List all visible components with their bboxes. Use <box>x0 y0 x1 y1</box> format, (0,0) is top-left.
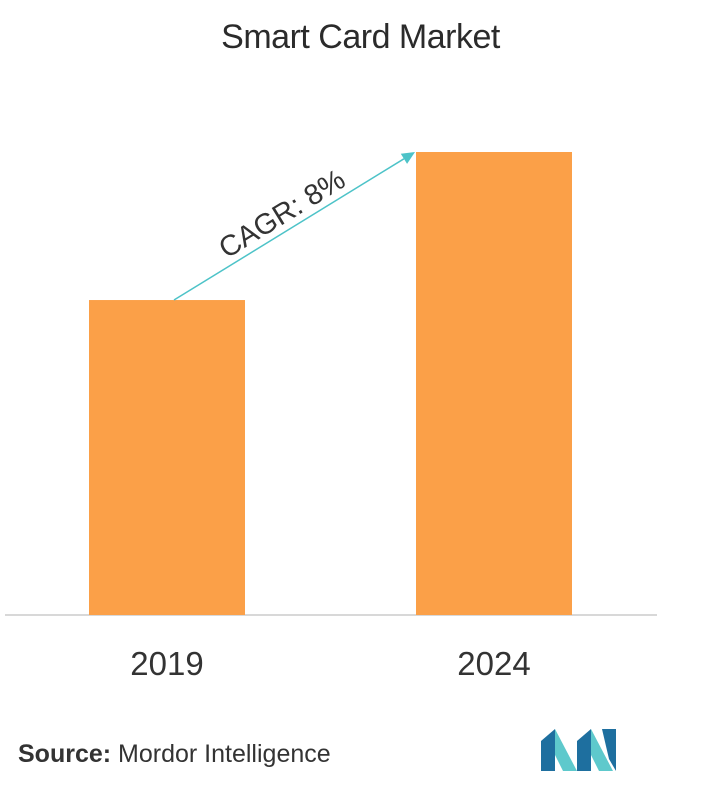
chart-title: Smart Card Market <box>221 18 500 56</box>
cagr-arrow-line <box>173 158 405 301</box>
x-tick-label-2019: 2019 <box>130 645 203 682</box>
logo-shape-mid <box>577 729 591 771</box>
bar-2019 <box>89 300 245 615</box>
logo-shape-right <box>602 729 616 771</box>
mordor-intelligence-logo-icon <box>541 729 616 771</box>
logo-shape-left <box>541 729 555 771</box>
source-text: Mordor Intelligence <box>118 740 331 768</box>
bar-chart: 2019 2024 CAGR: 8% <box>5 152 657 682</box>
source-label: Source: <box>18 740 112 768</box>
cagr-annotation: CAGR: 8% <box>213 164 351 265</box>
logo-shape-mid-right <box>591 729 613 771</box>
source-note: Source: Mordor Intelligence <box>18 740 331 769</box>
cagr-arrow-head <box>400 152 415 164</box>
bar-2024 <box>416 152 572 615</box>
logo-shape-mid-left <box>555 729 577 771</box>
x-tick-label-2024: 2024 <box>457 645 530 682</box>
